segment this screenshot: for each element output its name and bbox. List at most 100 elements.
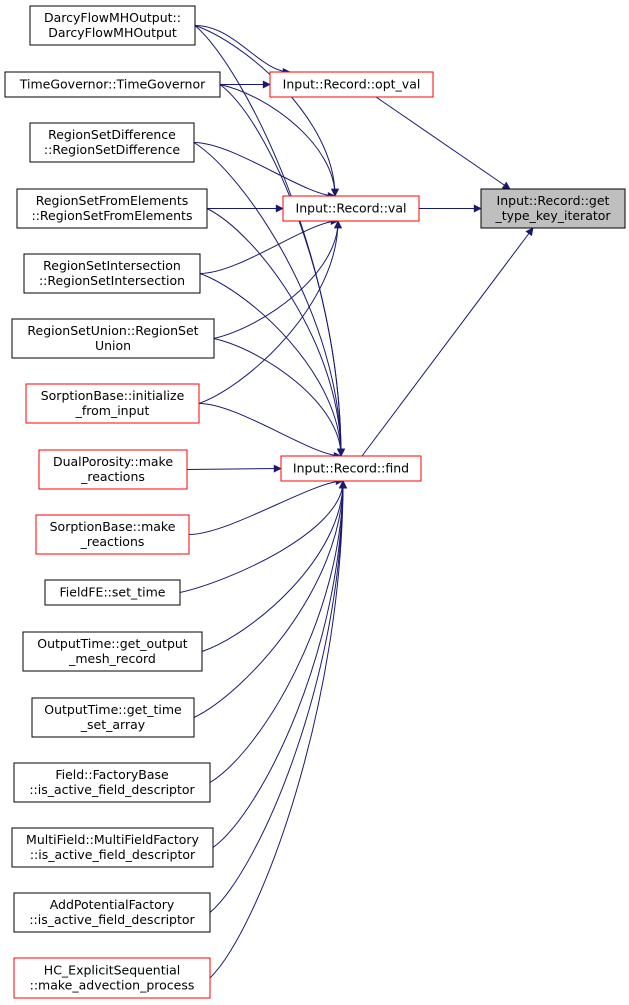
node-label: Input::Record::val bbox=[296, 201, 407, 216]
node-label: _type_key_iterator bbox=[494, 208, 611, 223]
node-label: RegionSetDifference bbox=[48, 127, 176, 142]
node-label: OutputTime::get_time bbox=[44, 702, 182, 717]
node-box bbox=[13, 957, 211, 999]
node-label: FieldFE::set_time bbox=[60, 585, 166, 600]
node-label: ::RegionSetDifference bbox=[44, 142, 180, 157]
node-dualmake[interactable]: DualPorosity::make_reactions bbox=[38, 449, 188, 490]
node-label: AddPotentialFactory bbox=[50, 897, 175, 912]
node-label: DarcyFlowMHOutput:: bbox=[44, 10, 181, 25]
edge-addpot-to-find bbox=[209, 480, 347, 913]
node-label: ::RegionSetFromElements bbox=[32, 208, 193, 223]
node-label: ::is_active_field_descriptor bbox=[30, 847, 196, 862]
edge-sorpinit-to-find bbox=[198, 403, 342, 460]
edge-find-to-target bbox=[361, 227, 534, 457]
node-multifield[interactable]: MultiField::MultiFieldFactory::is_active… bbox=[11, 827, 214, 868]
node-label: _reactions bbox=[80, 469, 145, 484]
node-label: ::make_advection_process bbox=[30, 978, 195, 993]
node-label: DualPorosity::make bbox=[53, 454, 173, 469]
node-label: ::is_active_field_descriptor bbox=[29, 912, 195, 927]
nodes: Input::Record::get_type_key_iteratorInpu… bbox=[4, 5, 626, 999]
edge-rsunion-to-val bbox=[213, 220, 342, 339]
node-fieldfe[interactable]: FieldFE::set_time bbox=[44, 579, 181, 606]
node-box bbox=[480, 188, 626, 229]
node-box bbox=[29, 5, 196, 46]
edges bbox=[179, 25, 534, 979]
node-box bbox=[35, 514, 190, 555]
node-find[interactable]: Input::Record::find bbox=[280, 455, 422, 482]
edge-hcexp-to-find bbox=[209, 480, 347, 979]
node-sorpmake[interactable]: SorptionBase::make_reactions bbox=[35, 514, 190, 555]
node-box bbox=[22, 631, 203, 672]
edge-sorpmake-to-find bbox=[188, 477, 344, 535]
node-box bbox=[44, 579, 181, 606]
node-label: RegionSetFromElements bbox=[36, 193, 189, 208]
edge-fieldfe-to-find bbox=[179, 480, 347, 593]
edge-darcy-to-opt_val bbox=[194, 25, 291, 76]
edge-sorpinit-to-val bbox=[198, 220, 342, 404]
node-label: RegionSetUnion::RegionSet bbox=[27, 323, 198, 338]
node-opt_val[interactable]: Input::Record::opt_val bbox=[269, 71, 434, 98]
edge-dualmake-to-find bbox=[186, 464, 282, 473]
node-val[interactable]: Input::Record::val bbox=[282, 195, 420, 222]
node-label: SorptionBase::initialize bbox=[41, 388, 185, 403]
edge-rsfrom-to-find bbox=[206, 208, 345, 457]
node-box bbox=[29, 122, 195, 163]
node-box bbox=[23, 253, 201, 294]
node-label: _reactions bbox=[80, 534, 145, 549]
edge-timegov-to-val bbox=[219, 84, 339, 197]
node-label: RegionSetIntersection bbox=[43, 258, 181, 273]
node-box bbox=[16, 188, 208, 229]
node-box bbox=[31, 697, 195, 738]
edge-rsdiff-to-find bbox=[193, 142, 345, 457]
edge-darcy-to-val bbox=[194, 25, 339, 197]
node-label: Input::Record::find bbox=[293, 461, 409, 476]
node-box bbox=[4, 71, 221, 98]
node-label: OutputTime::get_output bbox=[37, 636, 188, 651]
node-target[interactable]: Input::Record::get_type_key_iterator bbox=[480, 188, 626, 229]
node-label: DarcyFlowMHOutput bbox=[48, 25, 177, 40]
node-label: HC_ExplicitSequential bbox=[44, 963, 180, 978]
node-box bbox=[282, 195, 420, 222]
node-box bbox=[38, 449, 188, 490]
node-fieldfb[interactable]: Field::FactoryBase::is_active_field_desc… bbox=[13, 762, 211, 803]
edge-outtime-to-find bbox=[193, 480, 347, 718]
node-label: _mesh_record bbox=[68, 651, 156, 666]
edge-outmesh-to-find bbox=[201, 480, 347, 652]
node-outtime[interactable]: OutputTime::get_time_set_array bbox=[31, 697, 195, 738]
node-label: _set_array bbox=[80, 717, 146, 732]
node-box bbox=[25, 383, 200, 424]
node-label: TimeGovernor::TimeGovernor bbox=[19, 77, 206, 92]
node-box bbox=[11, 318, 215, 359]
node-rsinter[interactable]: RegionSetIntersection::RegionSetIntersec… bbox=[23, 253, 201, 294]
edge-multifield-to-find bbox=[212, 480, 347, 848]
node-label: _from_input bbox=[75, 403, 150, 418]
edge-fieldfb-to-find bbox=[209, 480, 347, 783]
node-label: ::is_active_field_descriptor bbox=[29, 782, 195, 797]
node-hcexp[interactable]: HC_ExplicitSequential::make_advection_pr… bbox=[13, 957, 211, 999]
node-label: Field::FactoryBase bbox=[55, 767, 169, 782]
node-label: Input::Record::opt_val bbox=[283, 77, 421, 92]
node-box bbox=[11, 827, 214, 868]
node-sorpinit[interactable]: SorptionBase::initialize_from_input bbox=[25, 383, 200, 424]
node-label: Union bbox=[95, 338, 131, 353]
node-label: ::RegionSetIntersection bbox=[39, 273, 185, 288]
node-label: Input::Record::get bbox=[497, 193, 610, 208]
edge-rsinter-to-val bbox=[199, 217, 339, 274]
node-box bbox=[280, 455, 422, 482]
node-timegov[interactable]: TimeGovernor::TimeGovernor bbox=[4, 71, 221, 98]
node-box bbox=[13, 762, 211, 803]
node-darcy[interactable]: DarcyFlowMHOutput::DarcyFlowMHOutput bbox=[29, 5, 196, 46]
edge-rsinter-to-find bbox=[199, 273, 345, 457]
node-label: MultiField::MultiFieldFactory bbox=[26, 832, 199, 847]
node-box bbox=[13, 892, 211, 933]
edge-rsdiff-to-val bbox=[193, 142, 336, 200]
node-box bbox=[269, 71, 434, 98]
node-rsunion[interactable]: RegionSetUnion::RegionSetUnion bbox=[11, 318, 215, 359]
node-addpot[interactable]: AddPotentialFactory::is_active_field_des… bbox=[13, 892, 211, 933]
node-rsfrom[interactable]: RegionSetFromElements::RegionSetFromElem… bbox=[16, 188, 208, 229]
edge-opt_val-to-target bbox=[375, 96, 511, 190]
node-rsdiff[interactable]: RegionSetDifference::RegionSetDifference bbox=[29, 122, 195, 163]
edge-rsunion-to-find bbox=[213, 338, 345, 457]
node-outmesh[interactable]: OutputTime::get_output_mesh_record bbox=[22, 631, 203, 672]
